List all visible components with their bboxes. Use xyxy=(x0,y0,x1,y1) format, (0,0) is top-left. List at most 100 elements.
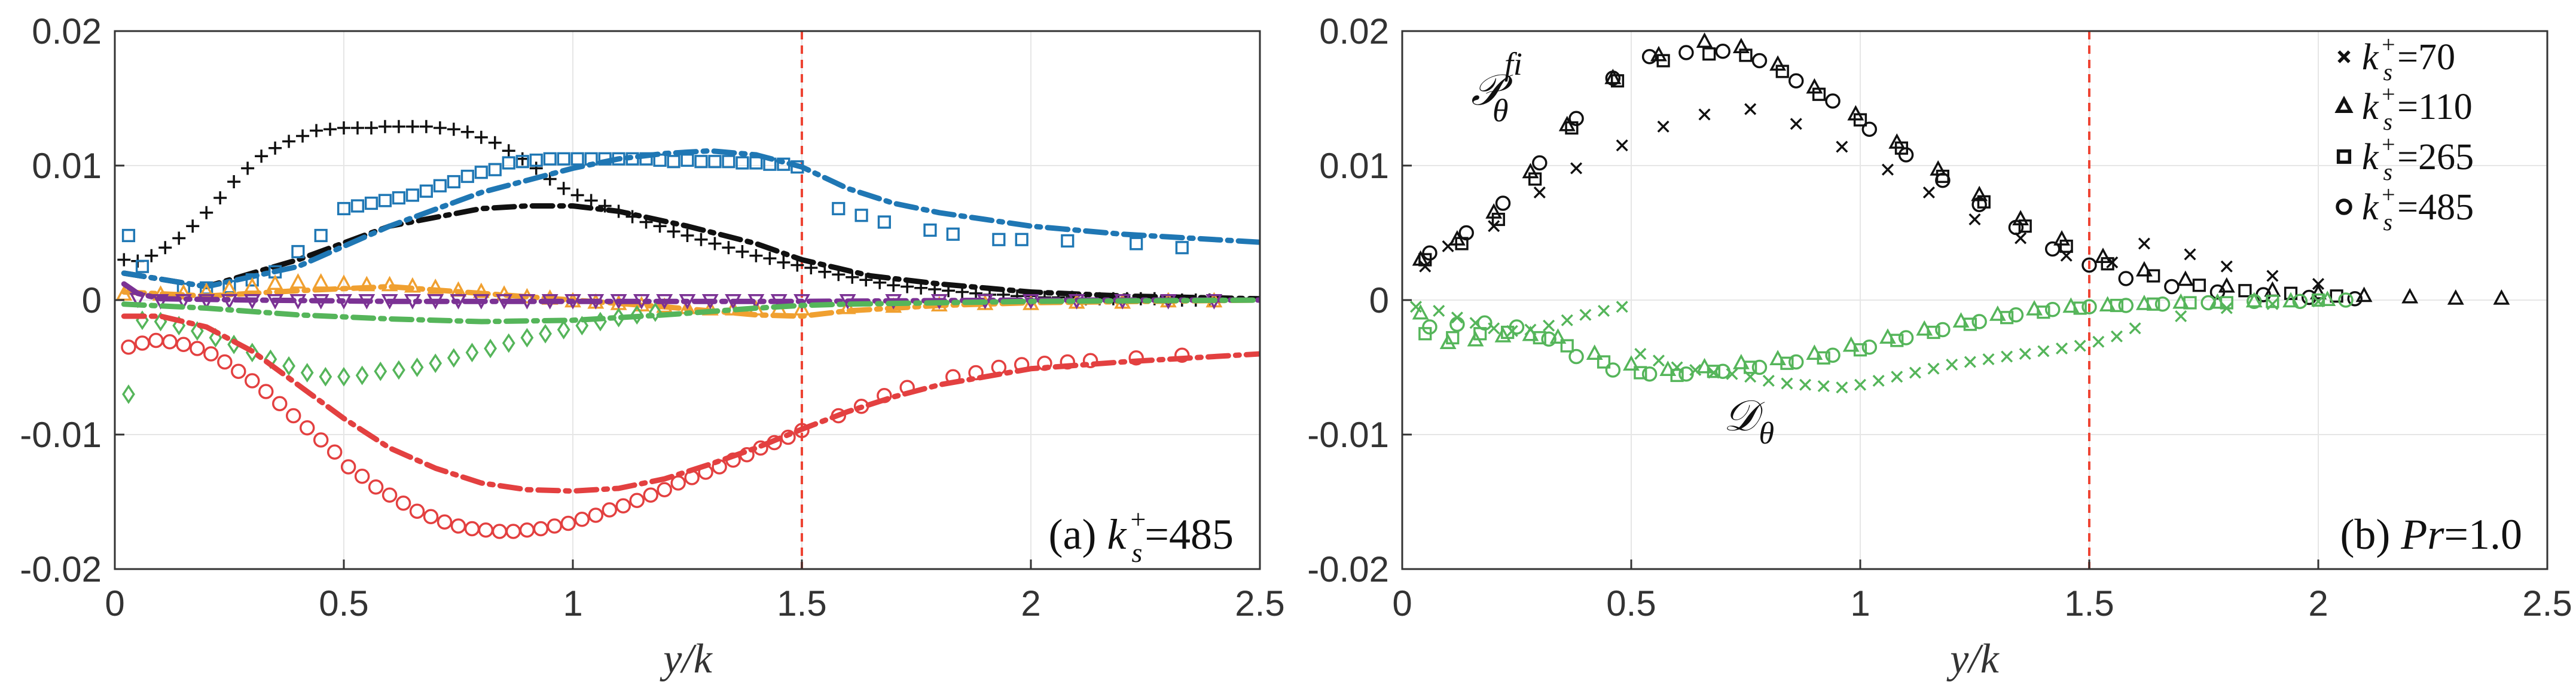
panel-a-point-purple-triangle-down-29 xyxy=(793,294,810,310)
legend-label-ks265: k+ s =265 xyxy=(2362,131,2474,185)
panel-b-point-diss-ks485-9 xyxy=(1715,363,1730,379)
panel-a-point-red-circle-23 xyxy=(437,514,453,530)
panel-b-point-prod-ks485-10 xyxy=(1788,73,1804,88)
panel-a-point-green-diamond-27 xyxy=(612,307,625,328)
panel-a-point-red-circle-34 xyxy=(588,507,604,523)
panel-b-point-prod-ks70-11 xyxy=(1881,163,1894,176)
panel-a-point-blue-square-12 xyxy=(378,194,392,207)
panel-b-point-diss-ks110-1 xyxy=(1439,334,1457,349)
panel-a-point-red-circle-32 xyxy=(560,515,576,531)
panel-a-point-green-diamond-23 xyxy=(539,323,552,344)
panel-a-point-black-plus-46 xyxy=(749,249,763,262)
panel-b-point-diss-ks485-24 xyxy=(2292,293,2308,309)
panel-b-point-diss-ks70-23 xyxy=(1836,381,1848,394)
panel-a-x-tick-label-1: 0.5 xyxy=(319,583,368,623)
panel-a-point-black-plus-55 xyxy=(873,276,887,289)
panel-a-point-red-circle-45 xyxy=(739,447,755,463)
panel-a-point-black-plus-12 xyxy=(282,134,296,148)
panel-b-point-diss-ks485-7 xyxy=(1641,366,1658,382)
panel-b-point-diss-ks265-6 xyxy=(1597,355,1611,369)
panel-b-point-prod-ks485-6 xyxy=(1641,49,1658,65)
panel-b-point-diss-ks265-8 xyxy=(1670,368,1684,383)
panel-a-point-blue-square-21 xyxy=(502,156,515,170)
panel-b-point-prod-ks485-7 xyxy=(1678,45,1694,60)
panel-b-point-prod-ks485-3 xyxy=(1532,155,1548,171)
panel-b-x-tick-label-1: 0.5 xyxy=(1606,583,1656,623)
panel-b-point-prod-ks70-20 xyxy=(2266,270,2279,282)
panel-b-point-prod-ks70-3 xyxy=(1533,186,1546,199)
panel-a-x-ticks: 0 0.5 1 1.5 2 2.5 xyxy=(105,559,1285,623)
panel-a: 0 0.5 1 1.5 2 2.5 0.02 0.01 0 -0.01 -0.02 y/k (a)… xyxy=(20,11,1284,682)
panel-b-point-prod-ks485-4 xyxy=(1568,111,1584,126)
panel-a-point-black-plus-23 xyxy=(433,121,447,134)
panel-b-point-prod-ks485-21 xyxy=(2209,284,2226,300)
panel-a-point-purple-triangle-down-8 xyxy=(312,294,329,310)
panel-b-point-diss-ks485-3 xyxy=(1509,319,1525,335)
panel-b-point-diss-ks485-10 xyxy=(1751,359,1768,375)
panel-a-point-black-plus-42 xyxy=(694,233,708,246)
panel-a-line-black-line xyxy=(121,203,1260,302)
panel-a-point-blue-square-42 xyxy=(790,160,804,174)
panel-b-point-diss-ks485-6 xyxy=(1605,362,1621,378)
panel-a-point-orange-triangle-29 xyxy=(793,299,810,316)
panel-a-point-black-plus-45 xyxy=(735,245,749,258)
panel-a-point-orange-triangle-8 xyxy=(312,273,329,289)
panel-a-point-black-plus-22 xyxy=(419,120,433,133)
panel-a-point-black-plus-4 xyxy=(172,231,186,245)
panel-a-point-red-circle-52 xyxy=(877,388,892,403)
panel-a-point-red-circle-59 xyxy=(1060,354,1076,370)
panel-a-point-red-circle-37 xyxy=(629,493,645,508)
panel-b-point-diss-ks485-1 xyxy=(1449,316,1465,332)
panel-b-point-diss-ks70-1 xyxy=(1433,304,1445,317)
panel-b-data-layer xyxy=(1409,32,2510,394)
panel-a-point-blue-square-25 xyxy=(557,152,570,166)
panel-a-point-black-plus-18 xyxy=(364,121,378,134)
panel-a-point-red-circle-3 xyxy=(162,334,178,350)
panel-a-point-blue-square-24 xyxy=(543,152,557,166)
panel-a-point-blue-square-20 xyxy=(488,163,502,176)
panel-a-point-black-plus-7 xyxy=(213,191,227,204)
panel-a-point-blue-square-8 xyxy=(314,228,328,243)
panel-b-point-diss-ks70-32 xyxy=(2001,350,2013,363)
panel-a-point-blue-square-36 xyxy=(708,155,722,169)
panel-b-point-prod-ks70-17 xyxy=(2138,237,2150,250)
panel-b-point-prod-ks265-6 xyxy=(1656,54,1670,68)
panel-a-point-black-plus-54 xyxy=(859,273,873,287)
panel-a-point-black-plus-25 xyxy=(460,125,474,139)
panel-a-point-blue-square-9 xyxy=(337,201,351,216)
panel-b-point-diss-ks265-23 xyxy=(2220,296,2233,310)
panel-a-point-red-circle-43 xyxy=(712,459,727,475)
panel-a-point-blue-square-32 xyxy=(653,153,667,167)
panel-b-point-prod-ks485-16 xyxy=(2008,219,2024,236)
panel-b-point-diss-ks485-21 xyxy=(2154,296,2171,312)
panel-b-point-diss-ks485-12 xyxy=(1825,347,1841,363)
panel-a-point-blue-square-38 xyxy=(735,156,749,170)
panel-a-point-red-circle-36 xyxy=(615,498,631,513)
panel-a-point-green-diamond-14 xyxy=(374,361,387,381)
panel-b-point-prod-ks485-15 xyxy=(1971,197,1987,212)
panel-b-point-diss-ks70-38 xyxy=(2110,330,2123,343)
panel-b-point-diss-ks265-18 xyxy=(2037,305,2050,319)
panel-a-point-black-plus-35 xyxy=(598,199,612,213)
panel-a-point-purple-triangle-down-20 xyxy=(587,294,605,310)
panel-a-point-red-circle-7 xyxy=(217,354,233,370)
panel-a-data-layer xyxy=(115,120,1260,539)
panel-a-point-purple-triangle-down-11 xyxy=(381,294,398,310)
legend-entry-ks485: k+ s =485 xyxy=(2336,181,2474,236)
panel-b-point-diss-ks485-5 xyxy=(1568,348,1584,365)
panel-a-point-purple-triangle-down-22 xyxy=(633,294,650,310)
panel-b-point-prod-ks70-0 xyxy=(1419,260,1432,273)
panel-b-point-prod-ks485-5 xyxy=(1605,71,1621,86)
panel-b-point-prod-ks70-2 xyxy=(1488,220,1500,233)
panel-b-point-prod-ks70-4 xyxy=(1570,162,1583,175)
panel-a-point-blue-square-15 xyxy=(419,184,433,198)
panel-b-point-diss-ks70-12 xyxy=(1634,347,1647,360)
panel-b-point-diss-ks265-16 xyxy=(1963,317,1977,331)
panel-a-x-tick-label-4: 2 xyxy=(1021,583,1040,623)
legend-sup-ks265: + xyxy=(2380,131,2397,158)
panel-a-point-green-diamond-26 xyxy=(594,311,607,332)
panel-b-point-prod-ks70-13 xyxy=(1968,213,1981,226)
panel-b-y-tick-label-3: -0.01 xyxy=(1307,415,1389,455)
panel-a-point-blue-square-10 xyxy=(350,199,365,213)
panel-b-point-prod-ks485-19 xyxy=(2118,271,2134,286)
